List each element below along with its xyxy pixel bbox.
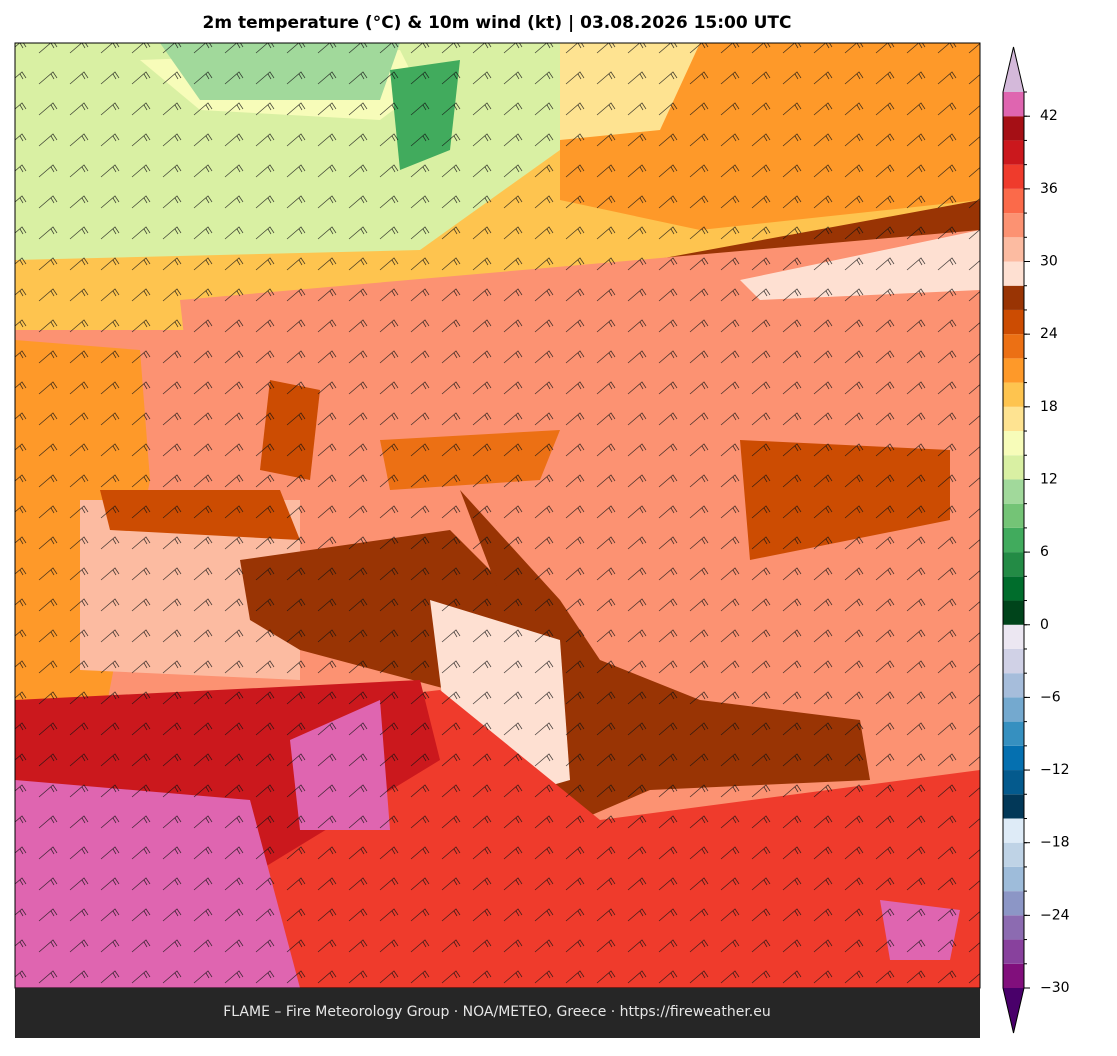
colorbar-band bbox=[1003, 745, 1024, 771]
colorbar-tick-label: 24 bbox=[1040, 326, 1058, 342]
colorbar-band bbox=[1003, 842, 1024, 867]
colorbar-band bbox=[1003, 309, 1024, 335]
colorbar-band bbox=[1003, 673, 1024, 698]
colorbar-band bbox=[1003, 213, 1024, 238]
colorbar-band bbox=[1003, 237, 1024, 262]
title: 2m temperature (°C) & 10m wind (kt) | 03… bbox=[202, 13, 791, 33]
colorbar-tick-label: 18 bbox=[1040, 399, 1058, 415]
colorbar-band bbox=[1003, 503, 1024, 528]
colorbar-band bbox=[1003, 866, 1024, 892]
colorbar-band bbox=[1003, 92, 1024, 117]
colorbar-band bbox=[1003, 697, 1024, 722]
colorbar-band bbox=[1003, 600, 1024, 625]
colorbar-band bbox=[1003, 116, 1024, 141]
colorbar-band bbox=[1003, 721, 1024, 746]
colorbar-band bbox=[1003, 770, 1024, 795]
colorbar-band bbox=[1003, 261, 1024, 286]
colorbar-tick-label: 36 bbox=[1040, 181, 1058, 197]
footer-bar bbox=[15, 988, 980, 1038]
colorbar-band bbox=[1003, 164, 1024, 189]
colorbar-band bbox=[1003, 455, 1024, 480]
colorbar-band bbox=[1003, 140, 1024, 165]
colorbar-tick-label: 0 bbox=[1040, 617, 1049, 633]
colorbar-tick-label: −12 bbox=[1040, 762, 1070, 778]
colorbar-band bbox=[1003, 188, 1024, 214]
colorbar-tick-label: −30 bbox=[1040, 980, 1070, 996]
colorbar: −30 −24 −18 −12 −6 0 6 12 18 24 30 36 42 bbox=[1002, 46, 1070, 1034]
map bbox=[15, 43, 980, 988]
colorbar-band bbox=[1003, 552, 1024, 577]
colorbar-band bbox=[1003, 382, 1024, 407]
colorbar-tick-label: 42 bbox=[1040, 108, 1058, 124]
colorbar-band bbox=[1003, 406, 1024, 432]
colorbar-band bbox=[1003, 818, 1024, 843]
colorbar-band bbox=[1003, 648, 1024, 674]
colorbar-band bbox=[1003, 334, 1024, 359]
colorbar-under bbox=[1003, 988, 1024, 1033]
colorbar-tick-label: 12 bbox=[1040, 471, 1058, 487]
colorbar-band bbox=[1003, 527, 1024, 553]
colorbar-band bbox=[1003, 939, 1024, 964]
colorbar-tick-label: −6 bbox=[1040, 689, 1061, 705]
colorbar-band bbox=[1003, 624, 1024, 649]
colorbar-band bbox=[1003, 431, 1024, 456]
colorbar-band bbox=[1003, 576, 1024, 601]
colorbar-band bbox=[1003, 479, 1024, 504]
colorbar-tick-label: −18 bbox=[1040, 835, 1070, 851]
colorbar-tick-label: −24 bbox=[1040, 907, 1070, 923]
colorbar-band bbox=[1003, 794, 1024, 819]
colorbar-tick-label: 6 bbox=[1040, 544, 1049, 560]
colorbar-band bbox=[1003, 915, 1024, 940]
colorbar-band bbox=[1003, 285, 1024, 310]
colorbar-band bbox=[1003, 963, 1024, 988]
colorbar-tick-label: 30 bbox=[1040, 254, 1058, 270]
colorbar-band bbox=[1003, 358, 1024, 383]
footer: FLAME – Fire Meteorology Group · NOA/MET… bbox=[223, 1004, 771, 1020]
colorbar-over bbox=[1003, 47, 1024, 92]
colorbar-band bbox=[1003, 891, 1024, 916]
